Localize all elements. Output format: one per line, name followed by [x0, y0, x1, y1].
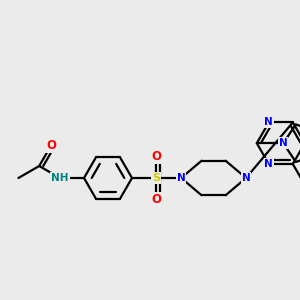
Text: N: N — [264, 117, 273, 128]
Text: NH: NH — [51, 173, 69, 183]
Text: O: O — [46, 139, 56, 152]
Text: N: N — [264, 159, 273, 169]
Text: S: S — [152, 173, 160, 183]
Text: N: N — [242, 173, 250, 183]
Text: O: O — [151, 150, 161, 163]
Text: N: N — [177, 173, 186, 183]
Text: O: O — [151, 193, 161, 206]
Text: N: N — [279, 138, 288, 148]
